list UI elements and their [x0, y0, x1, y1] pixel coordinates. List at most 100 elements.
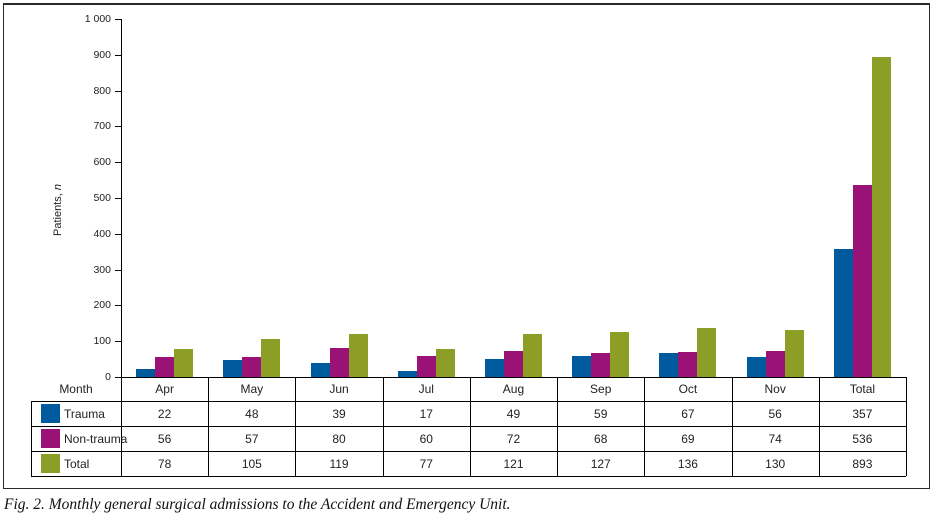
table-column-line: [732, 377, 733, 476]
table-corner-label: Month: [59, 382, 93, 396]
table-column-line: [470, 377, 471, 476]
table-header-jun: Jun: [329, 382, 349, 396]
table-cell-trauma-oct: 67: [681, 406, 695, 421]
table-cell-non-trauma-apr: 56: [157, 431, 172, 446]
legend-swatch-total: [41, 454, 60, 473]
bar-non-trauma-nov: [766, 351, 785, 377]
y-tick: [115, 270, 121, 271]
table-left-border: [31, 401, 32, 476]
table-cell-non-trauma-nov: 74: [768, 431, 782, 446]
y-tick: [115, 305, 121, 306]
figure-caption: Fig. 2. Monthly general surgical admissi…: [4, 496, 511, 513]
bar-total-sep: [610, 332, 629, 377]
table-cell-total-aug: 121: [503, 456, 524, 471]
table-cell-total-oct: 136: [677, 456, 698, 471]
table-header-total: Total: [849, 382, 876, 396]
table-cell-non-trauma-jul: 60: [419, 431, 433, 446]
table-cell-non-trauma-jun: 80: [332, 431, 346, 446]
legend-swatch-trauma: [41, 404, 60, 423]
y-tick: [115, 341, 121, 342]
bar-trauma-may: [223, 360, 242, 377]
y-tick-label: 0: [105, 371, 111, 383]
table-cell-non-trauma-aug: 72: [506, 431, 521, 446]
table-cell-total-sep: 127: [590, 456, 611, 471]
table-column-line: [295, 377, 296, 476]
table-header-sep: Sep: [590, 382, 612, 396]
y-axis: [121, 19, 122, 476]
bar-non-trauma-may: [242, 357, 261, 377]
legend-swatch-non-trauma: [41, 429, 60, 448]
table-column-line: [383, 377, 384, 476]
y-tick-label: 700: [93, 120, 111, 132]
table-cell-trauma-nov: 56: [768, 406, 782, 421]
y-tick-label: 600: [93, 156, 111, 168]
table-header-oct: Oct: [678, 382, 698, 396]
bar-non-trauma-apr: [155, 357, 174, 377]
y-tick-label: 400: [93, 228, 111, 240]
y-tick-label: 500: [93, 192, 111, 204]
legend-label-trauma: Trauma: [64, 406, 105, 421]
table-row-line: [31, 401, 906, 402]
y-tick: [115, 198, 121, 199]
bar-total-jul: [436, 349, 455, 377]
bar-non-trauma-total: [853, 185, 872, 377]
table-header-jul: Jul: [418, 382, 434, 396]
table-column-line: [208, 377, 209, 476]
y-tick-label: 200: [93, 299, 111, 311]
table-cell-trauma-total: 357: [852, 406, 873, 421]
bar-non-trauma-aug: [504, 351, 523, 377]
bar-trauma-jul: [398, 371, 417, 377]
x-axis: [121, 377, 906, 378]
table-cell-non-trauma-total: 536: [852, 431, 873, 446]
table-cell-trauma-jul: 17: [419, 406, 433, 421]
table-cell-total-may: 105: [241, 456, 262, 471]
bar-trauma-total: [834, 249, 853, 377]
bar-non-trauma-sep: [591, 353, 610, 377]
bar-total-apr: [174, 349, 193, 377]
table-cell-trauma-jun: 39: [332, 406, 346, 421]
table-cell-total-apr: 78: [157, 456, 172, 471]
bar-total-oct: [697, 328, 716, 377]
table-cell-non-trauma-may: 57: [245, 431, 259, 446]
y-tick: [115, 91, 121, 92]
bar-non-trauma-jul: [417, 356, 436, 377]
y-tick: [115, 162, 121, 163]
table-row-line: [31, 476, 906, 477]
bar-trauma-jun: [311, 363, 330, 377]
chart-panel: Patients, n 0 100 200 300 400 500 600 700 800 900 1…: [3, 3, 930, 489]
table-cell-total-total: 893: [852, 456, 873, 471]
y-tick-label: 1 000: [84, 13, 111, 25]
table-header-nov: Nov: [764, 382, 786, 396]
table-header-aug: Aug: [502, 382, 525, 396]
table-row-line: [31, 426, 906, 427]
y-tick: [115, 19, 121, 20]
bar-trauma-nov: [747, 357, 766, 377]
table-cell-trauma-may: 48: [245, 406, 259, 421]
bar-total-may: [261, 339, 280, 377]
y-tick: [115, 126, 121, 127]
table-column-line: [819, 377, 820, 476]
bar-non-trauma-oct: [678, 352, 697, 377]
legend-label-total: Total: [64, 456, 90, 471]
bar-total-aug: [523, 334, 542, 377]
table-cell-total-jun: 119: [329, 456, 349, 471]
bar-total-nov: [785, 330, 804, 377]
y-tick-label: 900: [93, 49, 111, 61]
table-cell-non-trauma-oct: 69: [681, 431, 695, 446]
bar-total-total: [872, 57, 891, 377]
legend-label-non-trauma: Non-trauma: [64, 431, 128, 446]
bar-trauma-oct: [659, 353, 678, 377]
y-tick-label: 800: [93, 85, 111, 97]
bar-trauma-aug: [485, 359, 504, 377]
bar-trauma-apr: [136, 369, 155, 377]
table-column-line: [906, 377, 907, 476]
table-cell-non-trauma-sep: 68: [594, 431, 608, 446]
y-tick-label: 100: [93, 335, 111, 347]
table-header-apr: Apr: [155, 382, 174, 396]
y-tick: [115, 234, 121, 235]
y-tick: [115, 377, 121, 378]
table-cell-total-jul: 77: [419, 456, 433, 471]
table-column-line: [557, 377, 558, 476]
table-cell-trauma-apr: 22: [157, 406, 172, 421]
